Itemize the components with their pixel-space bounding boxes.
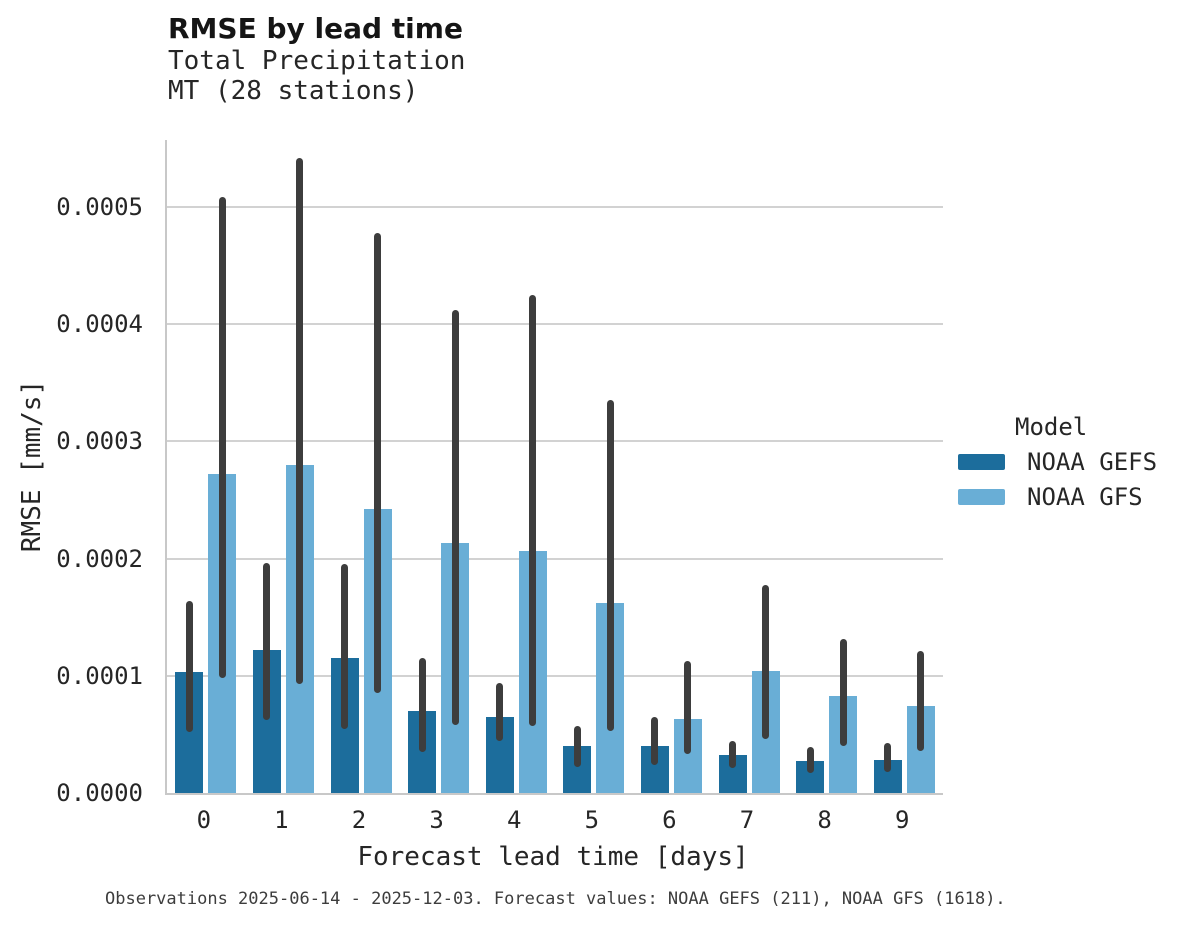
error-bar-noaa-gfs-lead-4 xyxy=(529,294,537,727)
y-tick-label: 0.0003 xyxy=(56,427,143,456)
x-tick-label: 5 xyxy=(584,806,600,834)
x-tick-label: 4 xyxy=(506,806,522,834)
error-bar-noaa-gfs-lead-3 xyxy=(451,309,459,725)
error-bar-noaa-gefs-lead-9 xyxy=(884,742,892,772)
error-bar-noaa-gefs-lead-3 xyxy=(418,658,426,752)
error-bar-noaa-gefs-lead-0 xyxy=(185,600,193,733)
legend-swatch-noaa-gefs xyxy=(958,454,1005,470)
y-tick-label: 0.0002 xyxy=(56,544,143,573)
x-tick-label: 8 xyxy=(817,806,832,834)
error-bar-noaa-gefs-lead-2 xyxy=(341,564,348,729)
gridline xyxy=(167,205,943,208)
legend-title: Model xyxy=(1015,413,1088,441)
error-bar-noaa-gefs-lead-7 xyxy=(729,741,736,769)
error-bar-noaa-gfs-lead-6 xyxy=(684,660,692,755)
error-bar-noaa-gefs-lead-1 xyxy=(263,563,271,721)
x-tick-label: 0 xyxy=(196,806,212,834)
gridline xyxy=(167,440,943,443)
x-tick-label: 1 xyxy=(274,806,289,834)
chart-subtitle-variable: Total Precipitation xyxy=(168,46,466,76)
legend-swatch-noaa-gfs xyxy=(958,489,1005,505)
y-tick-label: 0.0000 xyxy=(56,779,143,807)
x-tick-label: 3 xyxy=(429,806,444,834)
y-tick-label: 0.0005 xyxy=(56,192,143,221)
gridline xyxy=(167,557,943,560)
x-axis-label: Forecast lead time [days] xyxy=(357,842,749,872)
x-tick-label: 7 xyxy=(739,806,755,834)
caption: Observations 2025-06-14 - 2025-12-03. Fo… xyxy=(105,889,1006,909)
x-tick-label: 6 xyxy=(662,806,677,834)
gridline xyxy=(167,674,943,677)
error-bar-noaa-gfs-lead-8 xyxy=(839,639,847,747)
legend-label-noaa-gefs: NOAA GEFS xyxy=(1027,448,1158,476)
y-tick-label: 0.0004 xyxy=(56,310,143,339)
error-bar-noaa-gefs-lead-4 xyxy=(496,682,504,742)
chart-title: RMSE by lead time xyxy=(168,12,463,45)
plot-area xyxy=(165,140,943,795)
x-tick-label: 9 xyxy=(894,806,910,834)
error-bar-noaa-gefs-lead-8 xyxy=(806,747,814,774)
legend-label-noaa-gfs: NOAA GFS xyxy=(1027,483,1143,511)
error-bar-noaa-gfs-lead-9 xyxy=(917,651,925,751)
chart-subtitle-region: MT (28 stations) xyxy=(168,76,419,106)
error-bar-noaa-gfs-lead-0 xyxy=(218,197,226,679)
error-bar-noaa-gfs-lead-2 xyxy=(374,232,381,694)
gridline xyxy=(167,323,943,326)
error-bar-noaa-gefs-lead-6 xyxy=(651,716,659,765)
error-bar-noaa-gfs-lead-1 xyxy=(296,157,304,684)
y-tick-label: 0.0001 xyxy=(56,661,143,690)
y-axis-label: RMSE [mm/s] xyxy=(17,379,47,553)
error-bar-noaa-gfs-lead-7 xyxy=(762,585,769,740)
x-tick-label: 2 xyxy=(351,806,367,834)
error-bar-noaa-gfs-lead-5 xyxy=(606,400,614,731)
error-bar-noaa-gefs-lead-5 xyxy=(573,726,581,768)
